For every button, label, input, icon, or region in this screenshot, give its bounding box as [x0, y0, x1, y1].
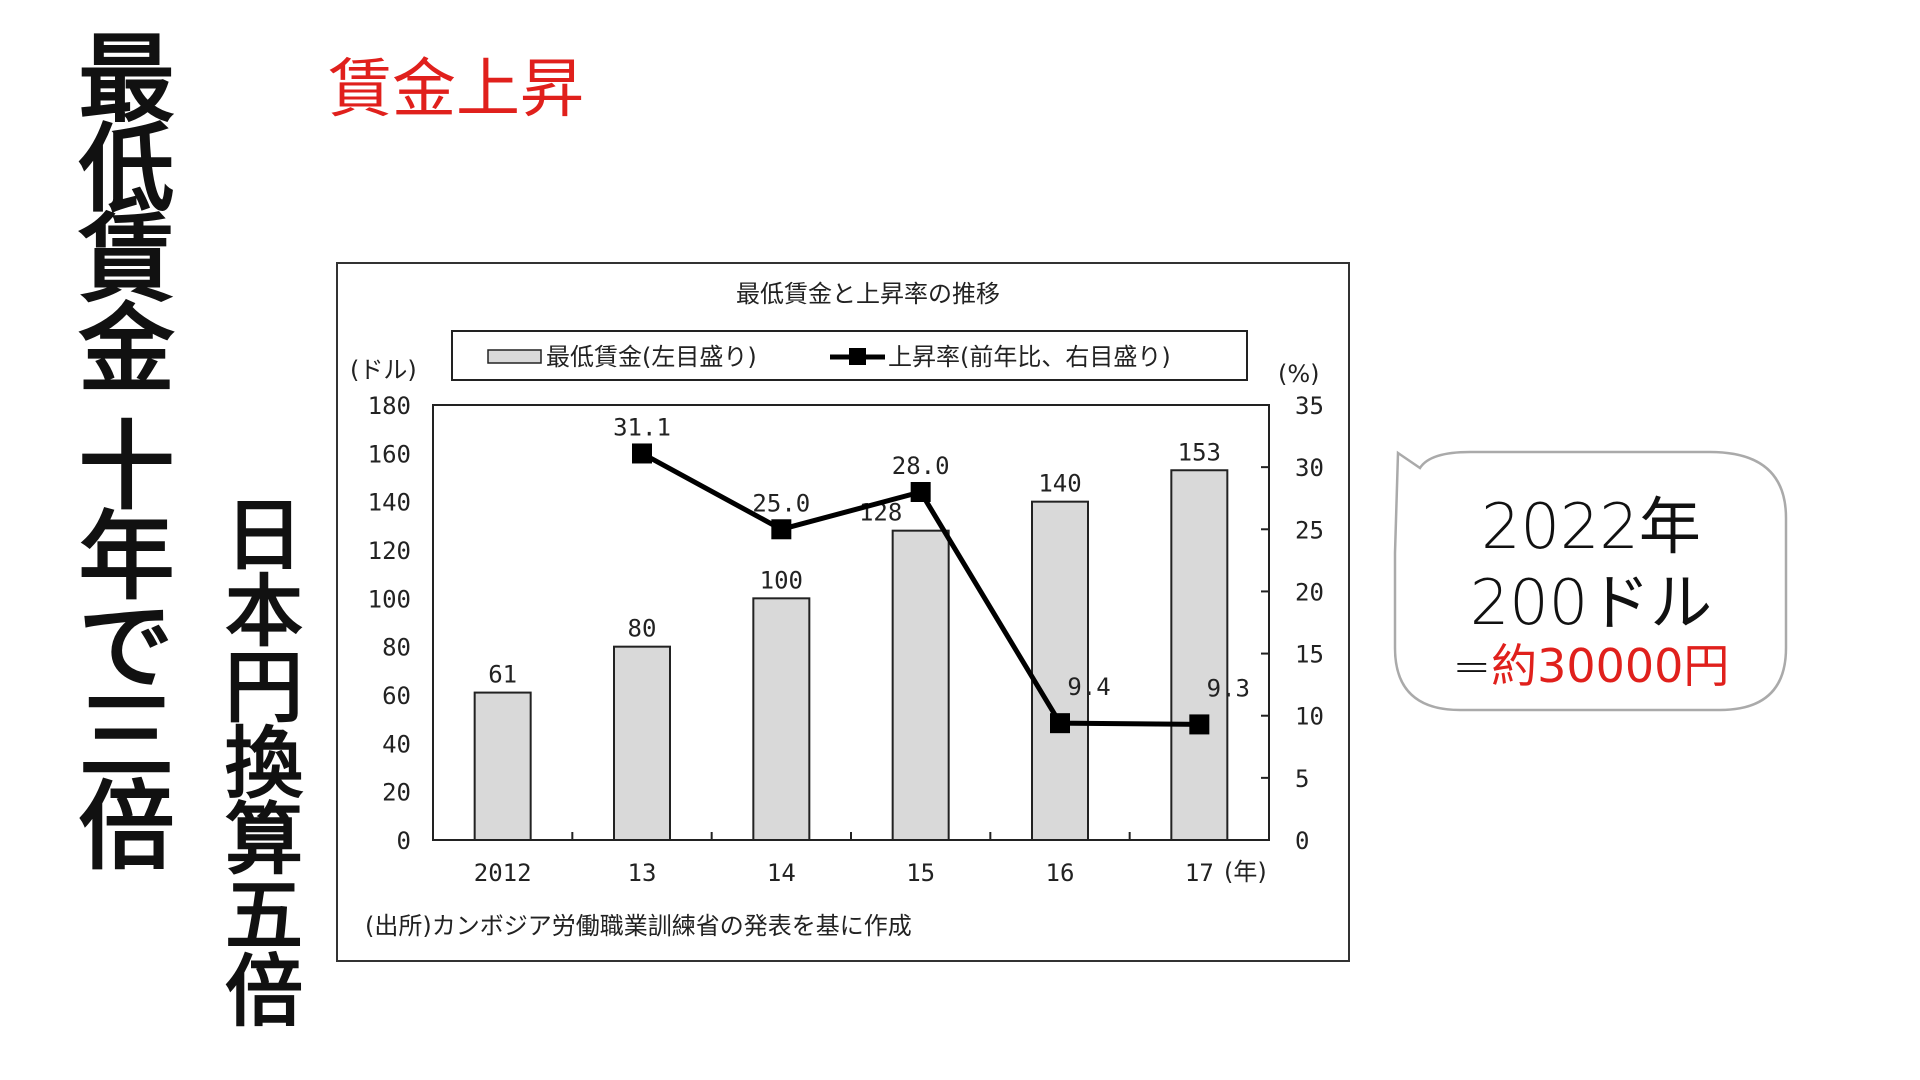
right-tick-label: 25 — [1295, 516, 1324, 544]
rate-value-label: 31.1 — [613, 413, 671, 441]
right-tick-label: 10 — [1295, 703, 1324, 731]
x-tick-label: 2012 — [474, 859, 532, 887]
left-tick-label: 0 — [397, 827, 411, 855]
left-tick-label: 80 — [382, 634, 411, 662]
left-tick-label: 100 — [368, 585, 411, 613]
bar — [752, 597, 811, 841]
callout-yen-value: 約30000円 — [1491, 639, 1730, 693]
bar — [1031, 500, 1089, 841]
bar-value-label: 153 — [1178, 438, 1221, 466]
rate-marker — [910, 482, 931, 502]
left-tick-label: 140 — [368, 489, 411, 517]
bar — [1170, 469, 1229, 841]
right-tick-label: 30 — [1295, 454, 1324, 482]
left-tick-label: 20 — [382, 779, 411, 807]
x-tick-label: 15 — [906, 859, 935, 887]
right-tick-label: 20 — [1295, 578, 1324, 606]
source-note: (出所)カンボジア労働職業訓練省の発表を基に作成 — [365, 912, 912, 940]
x-tick-label: 16 — [1046, 859, 1075, 887]
left-tick-label: 180 — [368, 392, 411, 420]
rate-value-label: 28.0 — [892, 452, 950, 480]
callout-amount: 200ドル — [1469, 566, 1713, 639]
rate-value-label: 9.4 — [1067, 673, 1110, 701]
legend-line-label: 上昇率(前年比、右目盛り) — [888, 343, 1171, 371]
bar-value-label: 100 — [760, 566, 803, 594]
rate-marker — [1189, 714, 1210, 735]
legend-bar-label: 最低賃金(左目盛り) — [546, 343, 757, 371]
bar-value-label: 61 — [488, 661, 517, 689]
left-axis-label: (ドル) — [350, 356, 417, 384]
left-tick-label: 120 — [368, 537, 411, 565]
bar-value-label: 140 — [1038, 470, 1081, 498]
legend-line-marker — [849, 348, 866, 365]
right-tick-label: 35 — [1295, 392, 1324, 420]
bar — [473, 691, 532, 841]
vertical-title: 最低賃金 十年で三倍 — [62, 28, 175, 866]
bar — [891, 529, 950, 842]
left-tick-label: 160 — [368, 440, 411, 468]
x-unit-label: (年) — [1224, 858, 1267, 886]
legend-bar-swatch — [487, 349, 542, 364]
x-tick-label: 13 — [628, 859, 657, 887]
left-tick-label: 40 — [382, 730, 411, 758]
callout-bubble — [1393, 450, 1788, 712]
right-tick-label: 5 — [1295, 765, 1309, 793]
rate-marker — [632, 443, 652, 464]
right-tick-label: 15 — [1295, 641, 1324, 669]
right-axis-label: (%) — [1278, 360, 1320, 388]
callout-equals: = — [1452, 639, 1492, 693]
callout-yen: =約30000円 — [1396, 630, 1786, 696]
chart-title: 最低賃金と上昇率の推移 — [736, 280, 1000, 308]
rate-marker — [1050, 713, 1070, 734]
rate-value-label: 9.3 — [1207, 674, 1250, 702]
rate-marker — [771, 519, 792, 540]
left-tick-label: 60 — [382, 682, 411, 710]
bar — [613, 645, 671, 842]
vertical-subtitle: 日本円換算五倍 — [212, 494, 303, 1026]
right-tick-label: 0 — [1295, 827, 1309, 855]
x-tick-label: 17 — [1185, 859, 1214, 887]
red-title: 賃金上昇 — [328, 53, 584, 127]
callout-year: 2022年 — [1481, 490, 1701, 563]
x-tick-label: 14 — [767, 859, 796, 887]
bar-value-label: 80 — [628, 615, 657, 643]
rate-value-label: 25.0 — [752, 489, 810, 517]
